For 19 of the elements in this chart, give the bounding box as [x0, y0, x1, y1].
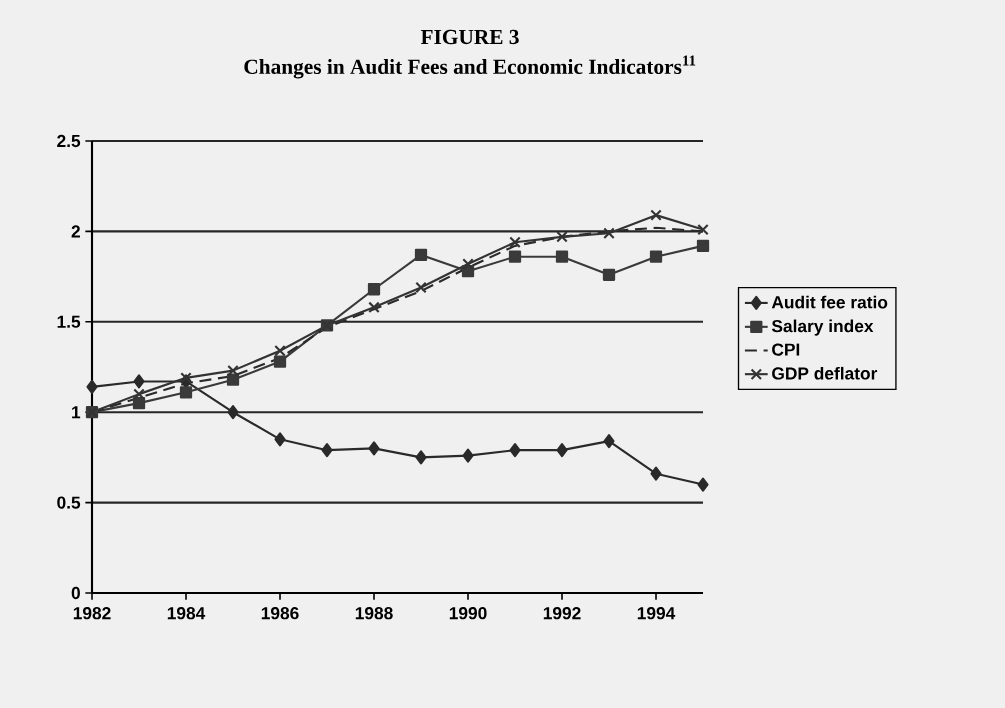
y-tick-label: 0.5: [57, 496, 81, 509]
y-tick-label: 2.5: [57, 134, 81, 148]
x-tick-label: 1982: [73, 607, 111, 620]
x-tick-label: 1986: [261, 607, 299, 620]
legend-label: Salary index: [771, 319, 874, 336]
x-tick-label: 1988: [355, 607, 393, 620]
chart-subtitle: Changes in Audit Fees and Economic Indicators$^{11}$: [244, 55, 696, 79]
y-tick-label: 1.5: [57, 315, 81, 328]
x-tick-label: 1994: [637, 607, 676, 620]
legend-label: GDP deflator: [772, 366, 878, 380]
x-tick-label: 1984: [167, 607, 206, 620]
x-tick-label: 1990: [449, 607, 487, 620]
legend-label: CPI: [772, 343, 800, 356]
y-tick-label: 2: [71, 225, 80, 238]
y-tick-label: 0: [71, 586, 80, 600]
legend-label: Audit fee ratio: [771, 295, 888, 309]
y-tick-label: 1: [72, 406, 81, 419]
x-tick-label: 1992: [543, 607, 581, 620]
chart-title: FIGURE 3: [420, 29, 519, 45]
